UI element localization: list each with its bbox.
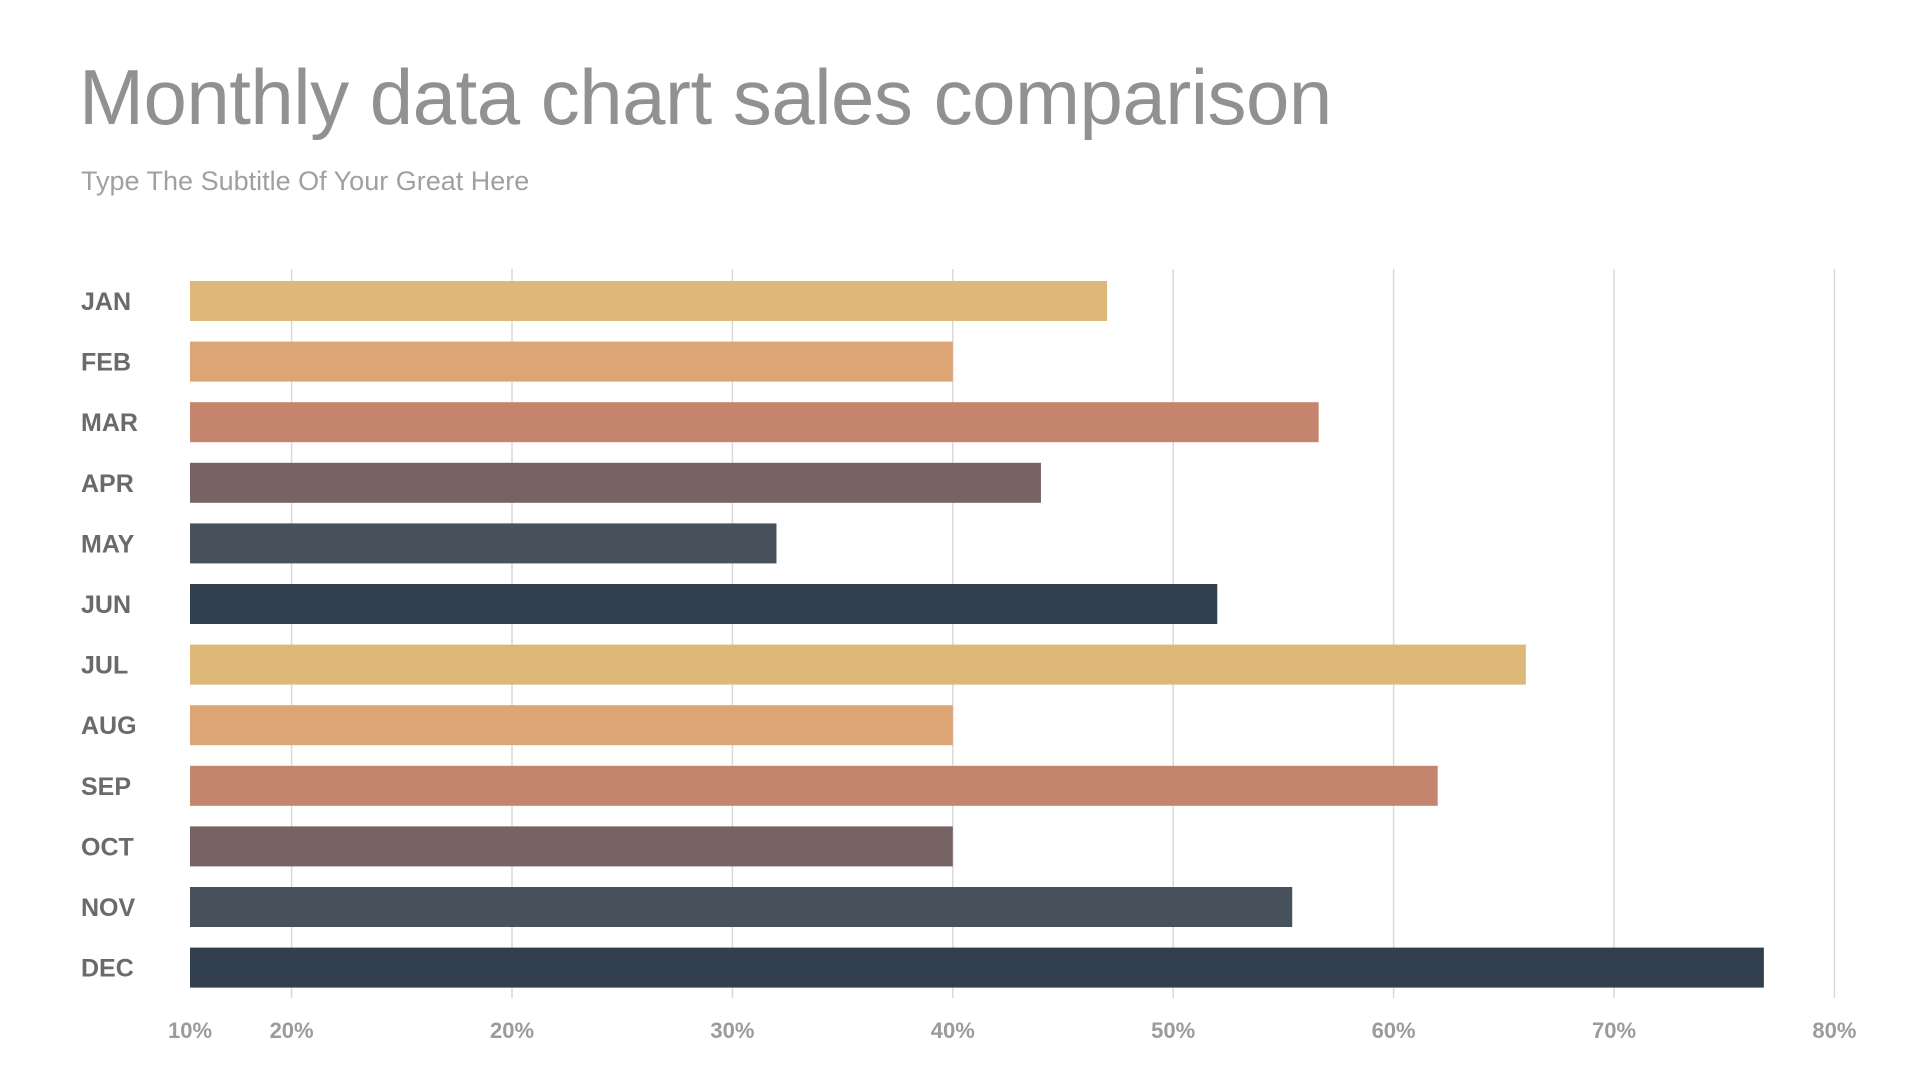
category-label: AUG [81, 712, 137, 740]
chart-title: Monthly data chart sales comparison [79, 53, 1332, 141]
x-tick-label: 20% [490, 1018, 534, 1043]
category-label: MAY [81, 530, 135, 558]
category-label: MAR [81, 409, 138, 437]
x-tick-label: 40% [931, 1018, 975, 1043]
bar-apr [190, 462, 1041, 503]
category-labels: JAN FEB MAR APR MAY JUN JUL AUG SEP OCT NOV DEC [81, 288, 138, 983]
bar-nov [190, 887, 1293, 927]
x-tick-labels: 10% 20% 20% 30% 40% 50% 60% 70% 80% [168, 1018, 1856, 1043]
category-label: JAN [81, 288, 131, 316]
x-tick-label: 50% [1151, 1018, 1195, 1043]
category-label: JUL [81, 652, 128, 680]
bar-mar [190, 402, 1319, 443]
bar-jul [190, 644, 1526, 685]
x-tick-label: 20% [270, 1018, 314, 1043]
bar-aug [190, 705, 953, 746]
bar-sep [190, 765, 1438, 806]
category-label: OCT [81, 833, 134, 861]
category-label: NOV [81, 894, 136, 922]
x-tick-label: 80% [1812, 1018, 1856, 1043]
bars [190, 281, 1764, 988]
bar-jun [190, 584, 1218, 624]
category-label: APR [81, 470, 134, 498]
category-label: DEC [81, 955, 134, 983]
x-tick-label: 10% [168, 1018, 212, 1043]
bar-may [190, 523, 777, 564]
category-label: SEP [81, 773, 131, 801]
bar-dec [190, 947, 1764, 988]
bar-oct [190, 826, 953, 867]
gridlines [290, 269, 1836, 998]
category-label: FEB [81, 349, 131, 377]
chart-subtitle: Type The Subtitle Of Your Great Here [81, 166, 530, 196]
bar-jan [190, 281, 1108, 321]
x-tick-label: 30% [710, 1018, 754, 1043]
bar-feb [190, 341, 953, 382]
x-tick-label: 60% [1372, 1018, 1416, 1043]
x-tick-label: 70% [1592, 1018, 1636, 1043]
category-label: JUN [81, 591, 131, 619]
